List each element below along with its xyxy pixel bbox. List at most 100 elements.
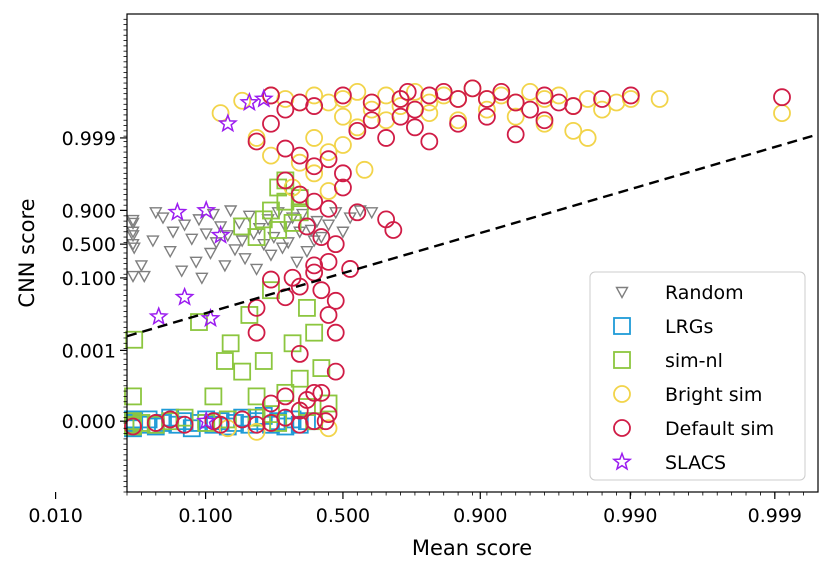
default-sim-point [276,139,295,158]
default-sim-point [290,146,309,165]
default-sim-point [276,171,295,190]
y-tick-label: 0.001 [62,340,116,362]
bright-sim-point [262,146,280,165]
default-sim-point [420,132,439,151]
default-sim-point [298,391,316,409]
sim-nl-point [298,298,316,317]
bright-sim-point [355,160,374,179]
slacs-point [217,113,238,133]
y-tick-label: 0.100 [62,268,116,290]
sim-nl-point [125,330,144,349]
x-tick-label: 0.900 [453,505,507,527]
random-point [353,205,367,218]
legend-marker [611,451,633,471]
default-sim-point [449,90,468,108]
default-sim-point [334,178,352,197]
sim-nl-point [204,387,223,406]
legend-marker [613,317,631,335]
default-sim-point [276,100,295,119]
default-sim-point [506,93,525,112]
bright-sim-point [305,129,324,147]
default-sim-point [247,323,266,342]
sim-nl-point [233,362,252,381]
x-axis: 0.010 0.100 0.500 0.900 0.990 0.999 [28,492,805,527]
y-axis: 0.999 0.900 0.500 0.100 0.001 0.000 [62,18,127,493]
slacs-point [196,410,217,430]
default-sim-point [362,93,381,112]
bright-sim-point [290,153,309,172]
default-sim-point [283,268,302,287]
bright-sim-point [377,86,396,105]
bright-sim-point [348,82,367,101]
default-sim-point [316,412,335,431]
bright-sim-point [348,118,367,137]
random-point [185,233,199,246]
bright-sim-point [319,93,338,112]
default-sim-point [434,82,453,101]
default-sim-point [362,111,381,130]
random-point [195,272,209,285]
random-point [175,265,189,278]
random-point [126,217,140,230]
sim-nl-point [305,323,324,342]
random-point [275,242,290,255]
random-point [156,212,170,225]
default-sim-point [384,221,403,239]
default-sim-point [463,79,482,98]
random-point [163,246,177,259]
random-point [177,219,192,232]
default-sim-point [326,291,345,310]
y-axis-label: CNN score [15,198,39,307]
random-point [242,210,257,223]
bright-sim-point [593,100,611,119]
bright-sim-point [535,90,554,108]
random-point [126,230,140,243]
random-point [127,242,141,255]
random-point [223,205,238,218]
sim-nl-point [269,221,288,239]
default-sim-point [326,362,345,381]
bright-sim-point [420,93,439,112]
bright-sim-point [549,86,568,105]
bright-sim-point [449,111,468,130]
sim-nl-point [221,334,240,353]
default-sim-point [290,345,309,363]
default-sim-point [406,118,424,137]
default-sim-point [398,82,417,101]
bright-sim-point [621,90,640,108]
default-sim-point [773,88,791,107]
default-sim-point [406,100,424,119]
default-sim-point [305,256,324,275]
random-point [232,217,246,230]
default-sim-point [449,114,468,133]
default-sim-point [298,217,316,236]
random-point [281,237,295,250]
bright-sim-point [650,90,669,108]
slacs-point [174,286,195,306]
bright-sim-point [773,104,791,123]
default-sim-point [262,394,280,413]
default-sim-point [262,114,280,133]
bright-sim-point [506,107,525,126]
legend-marker [615,286,629,299]
slacs-point [148,306,169,326]
bright-sim-point [334,107,352,126]
bright-sim-point [607,93,626,112]
default-sim-point [521,100,539,119]
random-point [321,219,336,232]
default-sim-point [319,306,338,324]
x-axis-label: Mean score [412,536,532,560]
default-sim-point [290,185,309,204]
random-point [126,226,140,239]
random-point [189,256,203,269]
random-point [365,207,379,220]
sim-nl-point [312,359,331,377]
random-point [199,228,213,241]
sim-nl-point [290,369,309,388]
random-point [137,270,151,283]
default-sim-point [564,97,583,115]
sim-nl-point [254,352,273,370]
default-sim-point [334,86,352,105]
default-sim-point [326,323,345,342]
default-sim-point [535,111,554,130]
